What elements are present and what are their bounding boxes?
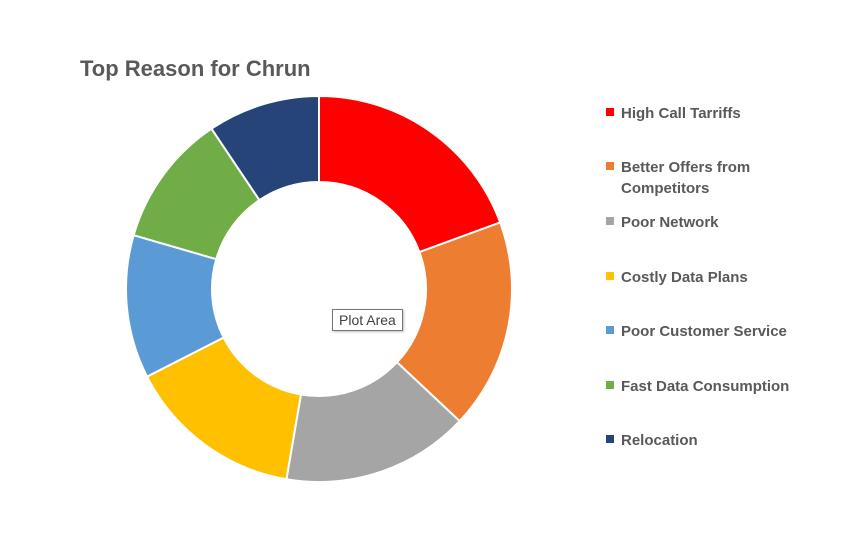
legend-label: Fast Data Consumption	[621, 378, 790, 395]
legend-swatch	[606, 108, 614, 116]
legend-label: Poor Customer Service	[621, 323, 787, 340]
legend-item[interactable]: Relocation	[606, 430, 821, 451]
slice-relocation[interactable]	[210, 94, 320, 202]
legend-item[interactable]: Poor Customer Service	[606, 321, 821, 342]
legend-swatch	[606, 162, 614, 170]
legend-swatch	[606, 326, 614, 334]
legend-swatch	[606, 217, 614, 225]
legend-swatch	[606, 272, 614, 280]
slice-high-call-tarriffs[interactable]	[318, 94, 502, 254]
legend-label: Better Offers from Competitors	[621, 159, 751, 197]
legend-swatch	[606, 381, 614, 389]
legend-label: Costly Data Plans	[621, 269, 748, 286]
legend-item[interactable]: Better Offers from Competitors	[606, 157, 821, 199]
donut-slices[interactable]	[125, 94, 513, 483]
legend-item[interactable]: Fast Data Consumption	[606, 376, 821, 397]
legend-swatch	[606, 435, 614, 443]
legend-label: High Call Tarriffs	[621, 105, 741, 122]
legend-label: Relocation	[621, 432, 698, 449]
chart-title: Top Reason for Chrun	[80, 56, 311, 81]
slice-better-offers-from-competitors[interactable]	[395, 221, 513, 423]
legend-item[interactable]: Poor Network	[606, 212, 821, 233]
legend-label: Poor Network	[621, 214, 719, 231]
legend-item[interactable]: Costly Data Plans	[606, 267, 821, 288]
plot-area-tooltip: Plot Area	[332, 309, 403, 331]
legend-item[interactable]: High Call Tarriffs	[606, 103, 821, 124]
